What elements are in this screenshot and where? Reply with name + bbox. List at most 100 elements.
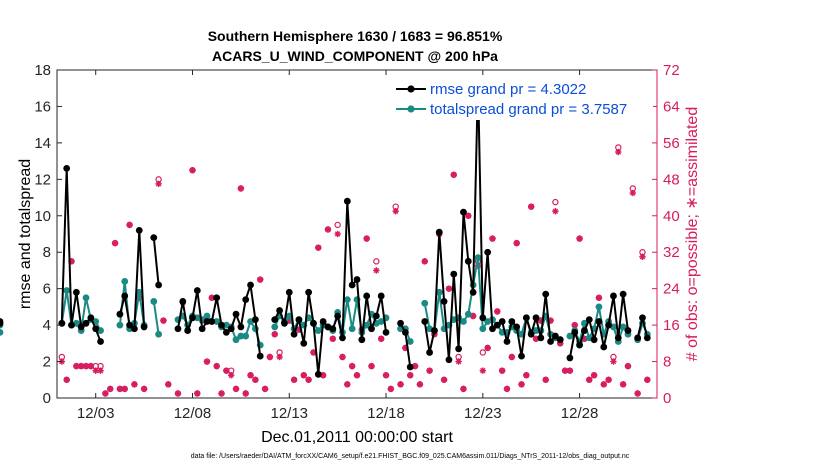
totalspread-point [479,325,487,333]
obs-assimilated-marker [305,376,312,383]
obs-assimilated-marker [334,230,341,238]
obs-assimilated-marker [363,235,370,242]
rmse-point [532,314,540,322]
totalspread-point [0,329,4,336]
rmse-point [353,276,361,283]
y-tick-label: 12 [34,171,51,188]
obs-assimilated-marker [407,372,414,379]
obs-assimilated-marker [252,376,259,383]
obs-assimilated-marker [615,148,622,156]
rmse-point [68,321,75,329]
legend-totalspread-label: totalspread grand pr = 3.7587 [430,101,627,118]
rmse-point [300,339,308,347]
rmse-point [450,270,458,278]
rmse-point [314,370,322,378]
obs-assimilated-marker [247,372,254,379]
obs-assimilated-marker [397,381,404,388]
obs-assimilated-marker [131,381,138,388]
obs-assimilated-marker [107,385,114,393]
chart-subtitle: ACARS_U_WIND_COMPONENT @ 200 hPa [212,48,498,64]
y-tick-label: 10 [34,208,51,225]
legend: rmse grand pr = 4.3022 totalspread grand… [392,76,653,120]
obs-assimilated-marker [445,285,453,292]
x-axis-label: Dec.01,2011 00:00:00 start [261,429,453,446]
obs-assimilated-marker [392,208,399,215]
obs-assimilated-marker [348,362,356,370]
rmse-point [310,319,317,327]
rmse-point [334,312,342,320]
rmse-point [503,338,511,345]
rmse-point [339,334,346,342]
obs-assimilated-marker [324,226,332,233]
obs-assimilated-marker [600,381,607,388]
totalspread-point [474,254,482,262]
y-right-tick-label: 64 [663,98,680,115]
rmse-point [203,318,211,325]
rmse-point [121,292,129,300]
obs-assimilated-marker [624,362,632,370]
rmse-point [372,312,380,320]
y-tick-label: 16 [34,98,51,115]
obs-assimilated-marker [576,235,583,242]
obs-assimilated-marker [155,180,162,188]
obs-assimilated-marker [194,390,201,397]
y-right-tick-label: 40 [663,208,680,225]
obs-assimilated-marker [605,376,612,383]
y-axis-right-ticks: 0 8 16 24 32 40 48 56 64 72 [652,62,680,407]
obs-assimilated-marker [479,367,487,374]
obs-assimilated-marker [610,358,617,365]
rmse-point [643,334,651,342]
obs-assimilated-marker [276,353,283,361]
rmse-point [440,298,448,305]
rmse-point [445,356,453,364]
obs-assimilated-marker [513,239,520,247]
rmse-point [281,319,288,327]
rmse-point [455,345,463,353]
rmse-point [377,292,385,300]
rmse-point [87,314,95,322]
rmse-point [406,363,414,371]
rmse-point [140,323,148,331]
obs-assimilated-marker [421,258,428,265]
y-right-tick-label: 16 [663,317,680,334]
obs-assimilated-marker [619,381,627,388]
obs-assimilated-marker [140,385,148,393]
rmse-point [484,248,492,256]
rmse-point [614,334,622,342]
obs-assimilated-marker [232,385,240,393]
totalspread-point [435,288,443,296]
rmse-point [382,329,390,336]
totalspread-point [63,287,71,294]
rmse-point [624,327,632,334]
obs-assimilated-marker [542,376,549,383]
obs-assimilated-marker [373,267,380,274]
totalspread-point [232,336,240,344]
rmse-point [193,287,201,294]
rmse-point [431,327,438,334]
rmse-point [222,329,230,336]
obs-assimilated-marker [329,335,337,342]
obs-assimilated-marker [257,276,264,283]
obs-assimilated-marker [160,317,167,324]
y-right-tick-label: 0 [663,390,671,407]
obs-assimilated-marker [639,253,646,260]
obs-assimilated-marker [460,385,467,393]
obs-assimilated-marker [353,372,361,379]
rmse-point [571,329,579,336]
legend-rmse-label: rmse grand pr = 4.3022 [430,81,586,98]
rmse-point [179,298,187,305]
totalspread-point [314,327,322,334]
rmse-point [498,318,506,325]
totalspread-point [135,288,143,296]
rmse-point [227,325,235,333]
x-tick-label: 12/18 [367,405,405,422]
rmse-point [72,288,80,296]
obs-assimilated-marker [489,235,496,242]
obs-assimilated-marker [227,372,235,379]
obs-assimilated-marker [590,372,598,379]
obs-assimilated-marker [629,189,637,197]
y-right-tick-label: 32 [663,244,680,261]
rmse-point [0,318,4,325]
obs-assimilated-marker [644,376,651,383]
